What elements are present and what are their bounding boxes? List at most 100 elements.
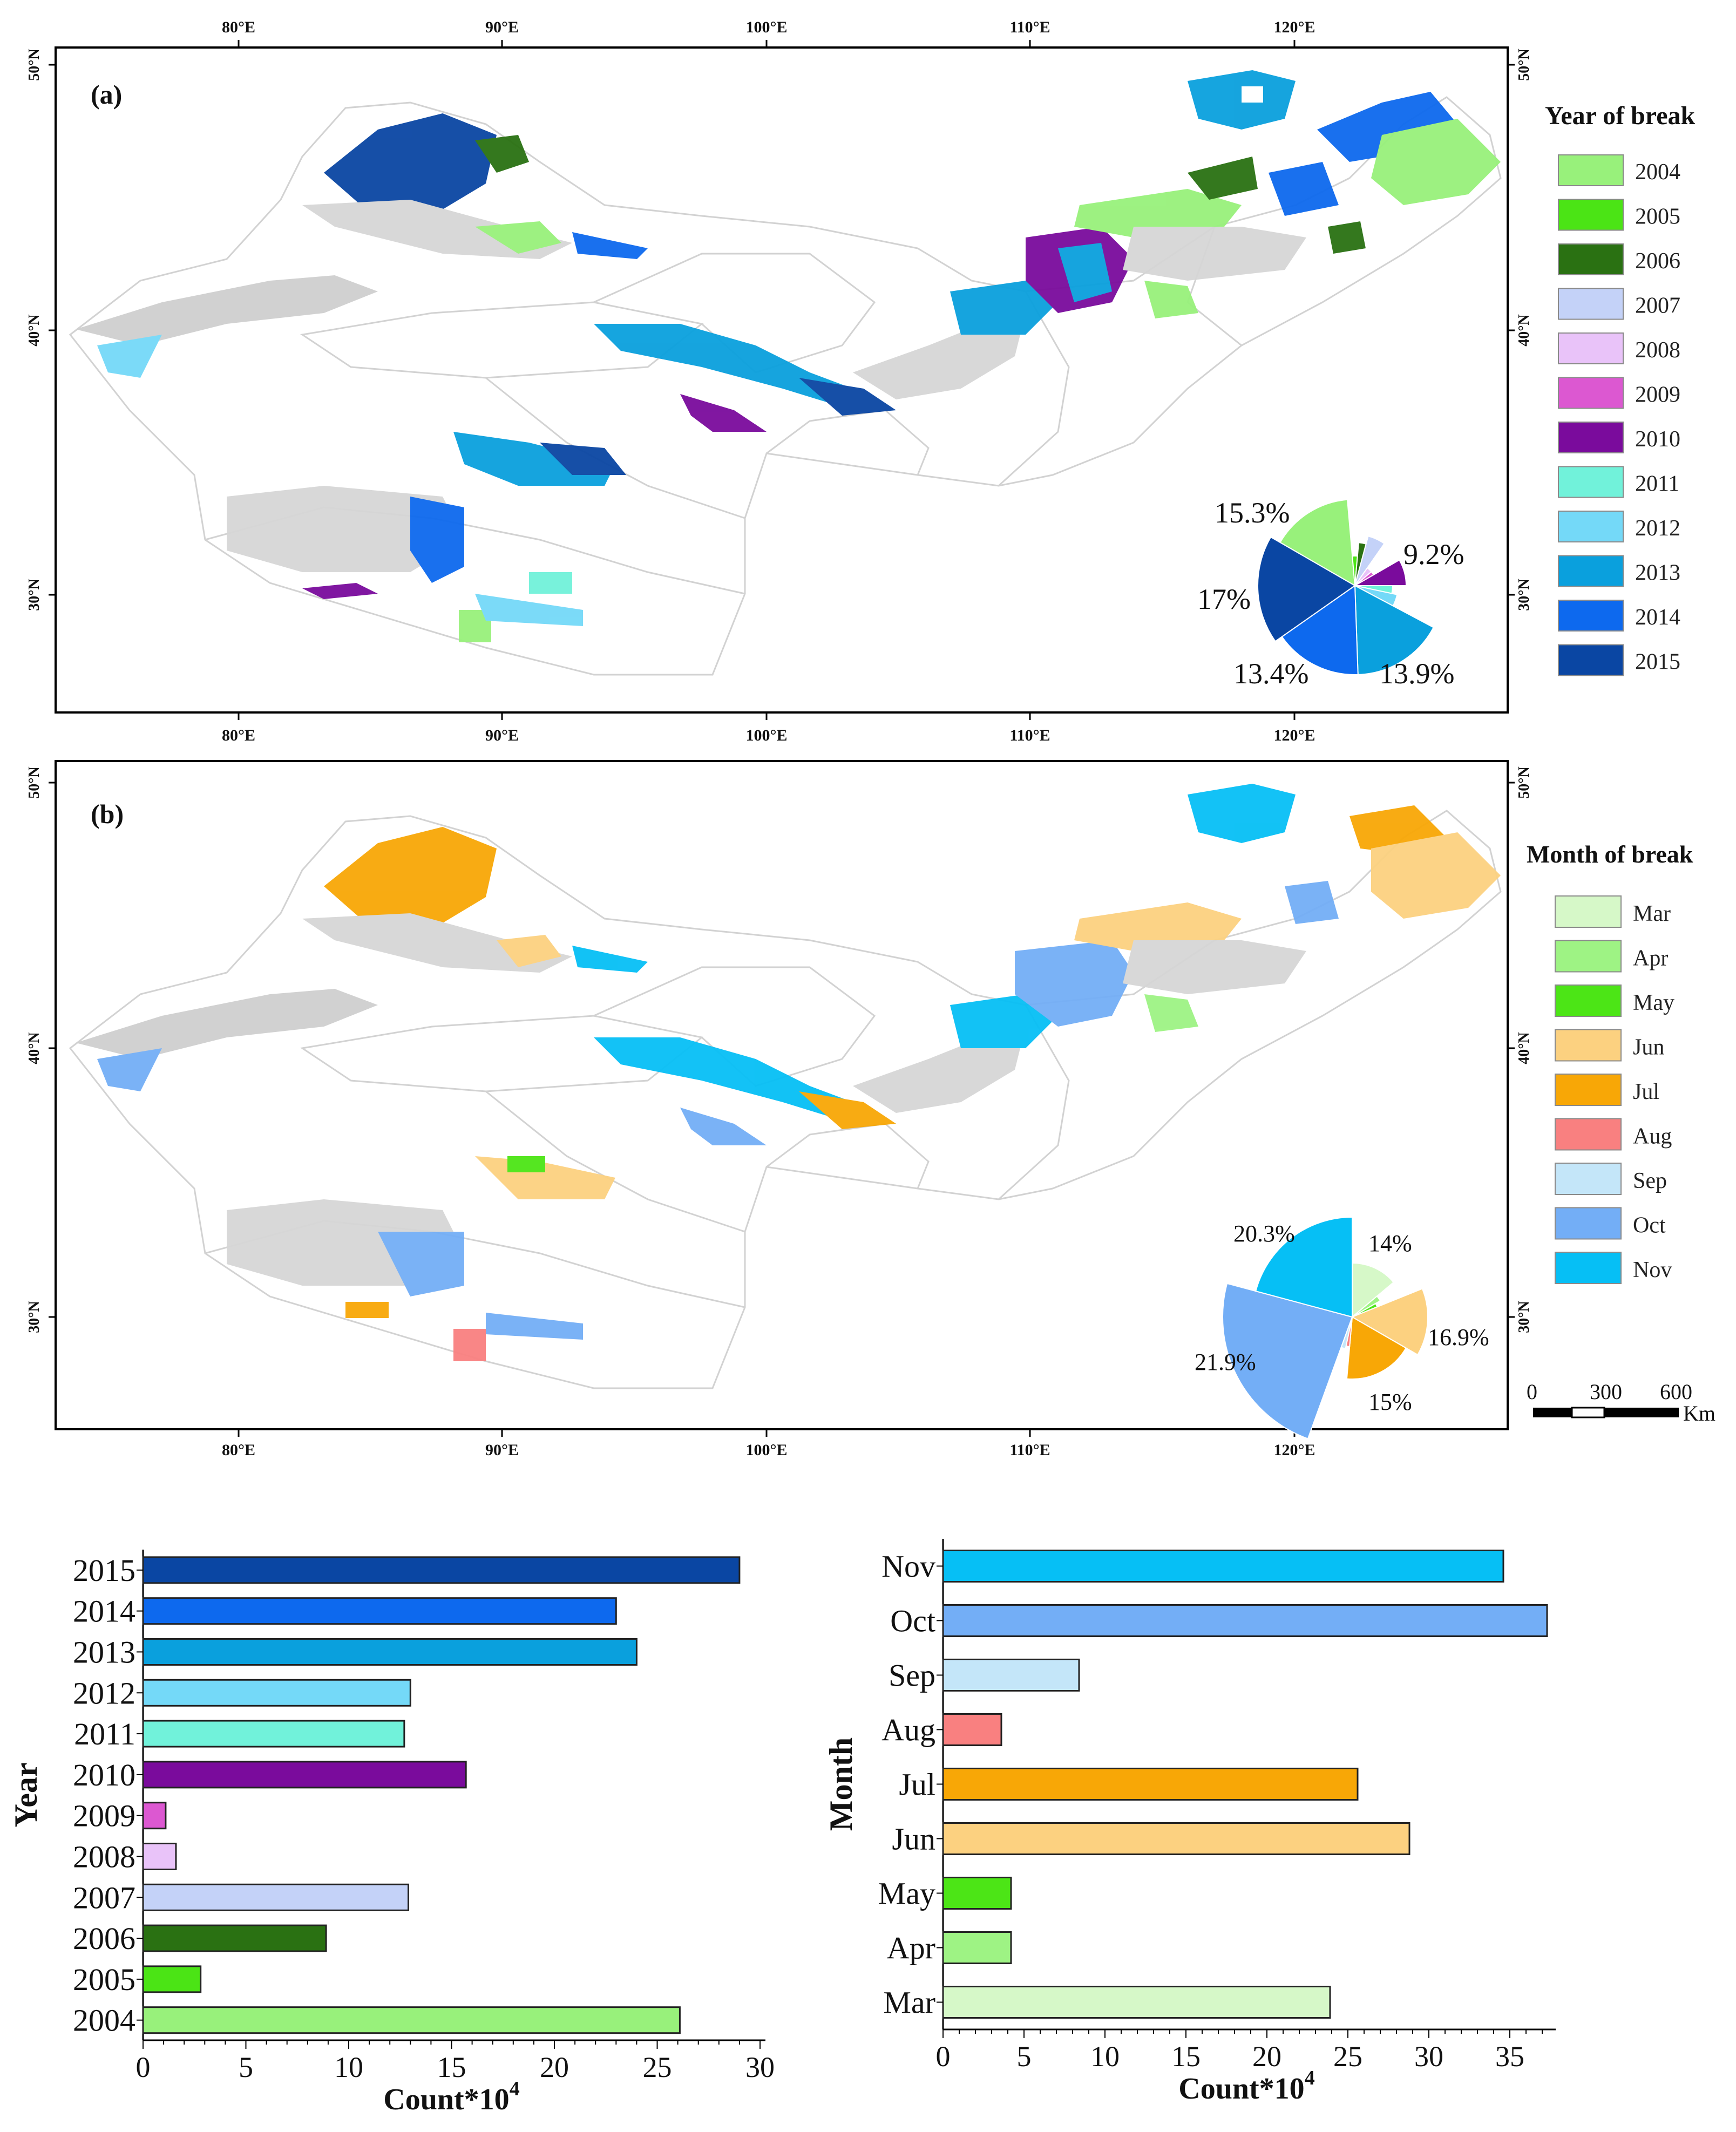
longitude-label: 80°E (222, 726, 255, 744)
legend-label: Mar (1633, 901, 1671, 926)
legend-label: Jun (1633, 1035, 1664, 1060)
pie-slice (1352, 1262, 1395, 1319)
y-tick-label: May (878, 1876, 935, 1911)
bar (942, 1604, 1548, 1637)
panel-label: (a) (91, 79, 122, 110)
longitude-label: 90°E (485, 18, 519, 36)
x-tick-label: 20 (540, 2051, 569, 2083)
pie-slice (1353, 559, 1407, 586)
latitude-ticks-left: 50°N 40°N 30°N (26, 49, 56, 611)
pie-slice (1279, 499, 1356, 587)
legend-swatch (1558, 466, 1624, 498)
legend-label: Sep (1633, 1169, 1667, 1193)
latitude-label: 50°N (26, 49, 43, 80)
y-tick-label: 2009 (73, 1798, 135, 1834)
longitude-label: 110°E (1009, 1441, 1050, 1459)
latitude-label: 40°N (26, 1032, 43, 1064)
map-panel-year: 80°E 90°E 100°E 110°E 120°E 80°E 90°E 100°E 110… (26, 18, 1696, 744)
latitude-label: 40°N (1516, 1032, 1532, 1064)
longitude-label: 110°E (1009, 18, 1050, 36)
pie-chart-year-share (1257, 499, 1435, 675)
legend-swatch (1558, 377, 1624, 409)
y-tick-label: Jul (899, 1767, 935, 1802)
bar (942, 1877, 1012, 1910)
legend-label: 2015 (1635, 650, 1680, 675)
longitude-label: 110°E (1009, 726, 1050, 744)
pie-chart-month-share (1222, 1216, 1428, 1440)
longitude-label: 120°E (1273, 1441, 1315, 1459)
break-year-regions (76, 70, 1501, 642)
pie-label: 20.3% (1233, 1220, 1295, 1247)
bar (142, 1843, 177, 1870)
legend-label: 2012 (1635, 516, 1680, 541)
legend-label: 2008 (1635, 338, 1680, 363)
pie-label: 14% (1368, 1230, 1412, 1257)
bar (142, 1679, 411, 1707)
x-tick-label: 35 (1495, 2040, 1524, 2073)
y-tick-label: 2013 (73, 1635, 135, 1670)
legend-label: Apr (1633, 946, 1668, 971)
pie-label: 9.2% (1403, 538, 1464, 571)
bar (142, 1802, 167, 1830)
y-tick-label: 2008 (73, 1839, 135, 1875)
x-tick-label: 10 (334, 2051, 363, 2083)
y-tick-label: Oct (890, 1604, 935, 1639)
latitude-ticks-right: 50°N 40°N 30°N (1508, 49, 1532, 611)
bar (942, 1986, 1331, 2019)
legend-swatch (1558, 422, 1624, 453)
y-axis-title: Year (8, 1763, 44, 1828)
scale-tick-label: 600 (1660, 1380, 1692, 1404)
x-axis-title-exponent: 4 (510, 2077, 520, 2100)
x-tick-label: 15 (437, 2051, 466, 2083)
latitude-label: 50°N (26, 766, 43, 798)
y-tick-label: 2007 (73, 1880, 135, 1915)
bar (142, 1883, 409, 1911)
legend-swatch (1558, 555, 1624, 587)
legend-swatch (1558, 199, 1624, 231)
legend-swatch (1558, 288, 1624, 320)
longitude-label: 100°E (745, 1441, 787, 1459)
y-tick-label: Apr (887, 1931, 935, 1966)
longitude-label: 100°E (745, 726, 787, 744)
legend-label: 2010 (1635, 427, 1680, 452)
legend-year: 2004 2005 2006 2007 2008 2009 2010 2011 2012 2013… (1558, 154, 1680, 676)
bar (142, 2006, 681, 2034)
x-axis-title-exponent: 4 (1305, 2067, 1315, 2089)
bar (142, 1556, 741, 1584)
longitude-label: 90°E (485, 1441, 519, 1459)
x-axis-title: Count*104 (383, 2077, 519, 2116)
y-tick-label: Aug (881, 1713, 935, 1748)
latitude-label: 30°N (1516, 579, 1532, 610)
latitude-label: 30°N (26, 579, 43, 610)
longitude-label: 100°E (745, 18, 787, 36)
bar (942, 1713, 1002, 1746)
legend-label: May (1633, 990, 1674, 1015)
legend-swatch (1555, 940, 1622, 973)
x-tick-label: 10 (1090, 2040, 1120, 2073)
bar (142, 1638, 638, 1666)
x-axis-title: Count*104 (1178, 2067, 1314, 2106)
bar (942, 1822, 1410, 1855)
pie-label: 21.9% (1195, 1349, 1256, 1375)
latitude-label: 40°N (1516, 314, 1532, 346)
y-tick-label: 2006 (73, 1921, 135, 1956)
legend-swatch (1555, 1118, 1622, 1151)
x-tick-label: 30 (745, 2051, 775, 2083)
y-tick-label: 2011 (74, 1716, 135, 1751)
legend-swatch (1558, 511, 1624, 542)
y-tick-label: Mar (883, 1985, 935, 2020)
pie-slice (1255, 1216, 1353, 1318)
legend-label: Jul (1633, 1079, 1659, 1104)
y-tick-label: 2012 (73, 1675, 135, 1710)
latitude-label: 50°N (1516, 766, 1532, 798)
bar (142, 1761, 467, 1789)
pie-label: 15% (1368, 1389, 1412, 1415)
legend-month: Mar Apr May Jun Jul Aug Sep Oct Nov (1555, 895, 1674, 1284)
y-tick-label: Jun (892, 1822, 935, 1857)
bar-chart-month: 0 5 10 15 20 25 30 35 Nov Oct Sep Aug Jul Jun May Apr Ma… (823, 1539, 1556, 2106)
y-tick-label: Nov (881, 1549, 935, 1584)
scale-tick-label: 300 (1590, 1380, 1622, 1404)
x-tick-label: 0 (136, 2051, 151, 2083)
y-tick-label: 2014 (73, 1594, 135, 1629)
